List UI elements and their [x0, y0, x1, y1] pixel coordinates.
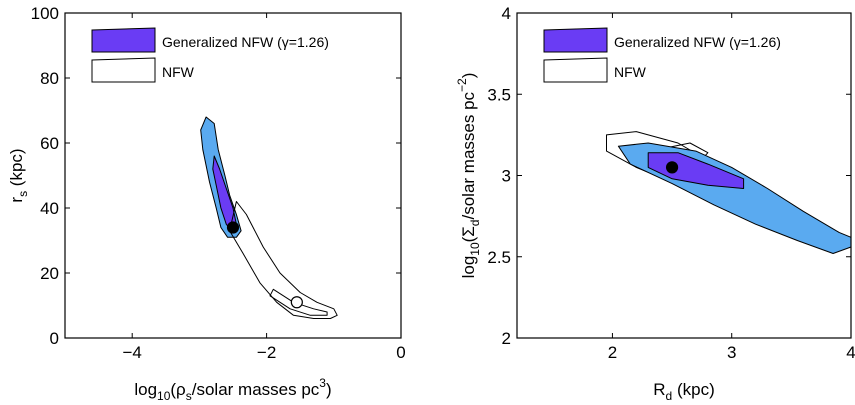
chart-panel-1: −4 −2 0 0 20 40 60 80 100 Generalized NFW (γ=1.26… [7, 4, 406, 403]
legend-label: Generalized NFW (γ=1.26) [614, 34, 781, 50]
x-axis-label: Rd (kpc) [653, 380, 714, 403]
y-axis-label: log10(Σd/solar masses pc−2) [455, 73, 482, 279]
y-tick-label: 4 [502, 4, 511, 23]
y-tick-label: 100 [31, 4, 59, 23]
y-tick-label: 3.5 [487, 85, 511, 104]
legend-swatch [91, 57, 156, 83]
legend-label: NFW [614, 64, 647, 80]
y-tick-label: 0 [50, 329, 59, 348]
contour-outer-contour-nfw-2 [229, 201, 338, 319]
y-tick-label: 2.5 [487, 248, 511, 267]
best-fit-marker-0 [665, 161, 679, 174]
y-tick-label: 40 [40, 199, 59, 218]
x-axis-label: log10(ρs/solar masses pc3) [134, 376, 331, 403]
legend-label: Generalized NFW (γ=1.26) [162, 34, 329, 50]
y-tick-label: 3 [502, 167, 511, 186]
legend-swatch [543, 27, 608, 53]
legend: Generalized NFW (γ=1.26) NFW [91, 27, 329, 83]
x-tick-label: −2 [257, 343, 276, 362]
y-tick-label: 80 [40, 69, 59, 88]
y-tick-label: 2 [502, 329, 511, 348]
best-fit-marker-1 [290, 296, 303, 309]
x-tick-label: 4 [846, 343, 855, 362]
x-tick-label: 2 [608, 343, 617, 362]
legend: Generalized NFW (γ=1.26) NFW [543, 27, 781, 83]
x-tick-label: 0 [396, 343, 405, 362]
y-tick-label: 20 [40, 264, 59, 283]
y-tick-label: 60 [40, 134, 59, 153]
legend-swatch [91, 27, 156, 53]
legend-swatch [543, 57, 608, 83]
y-axis-label: rs (kpc) [7, 148, 30, 202]
x-tick-label: 3 [727, 343, 736, 362]
x-tick-label: −4 [123, 343, 142, 362]
chart-panel-2: 2 3 4 2 2.5 3 3.5 4 Generalized NFW (γ=1.26) NFW R… [455, 4, 855, 403]
best-fit-marker-0 [226, 221, 240, 234]
axes-frame [64, 12, 402, 339]
legend-label: NFW [162, 64, 195, 80]
